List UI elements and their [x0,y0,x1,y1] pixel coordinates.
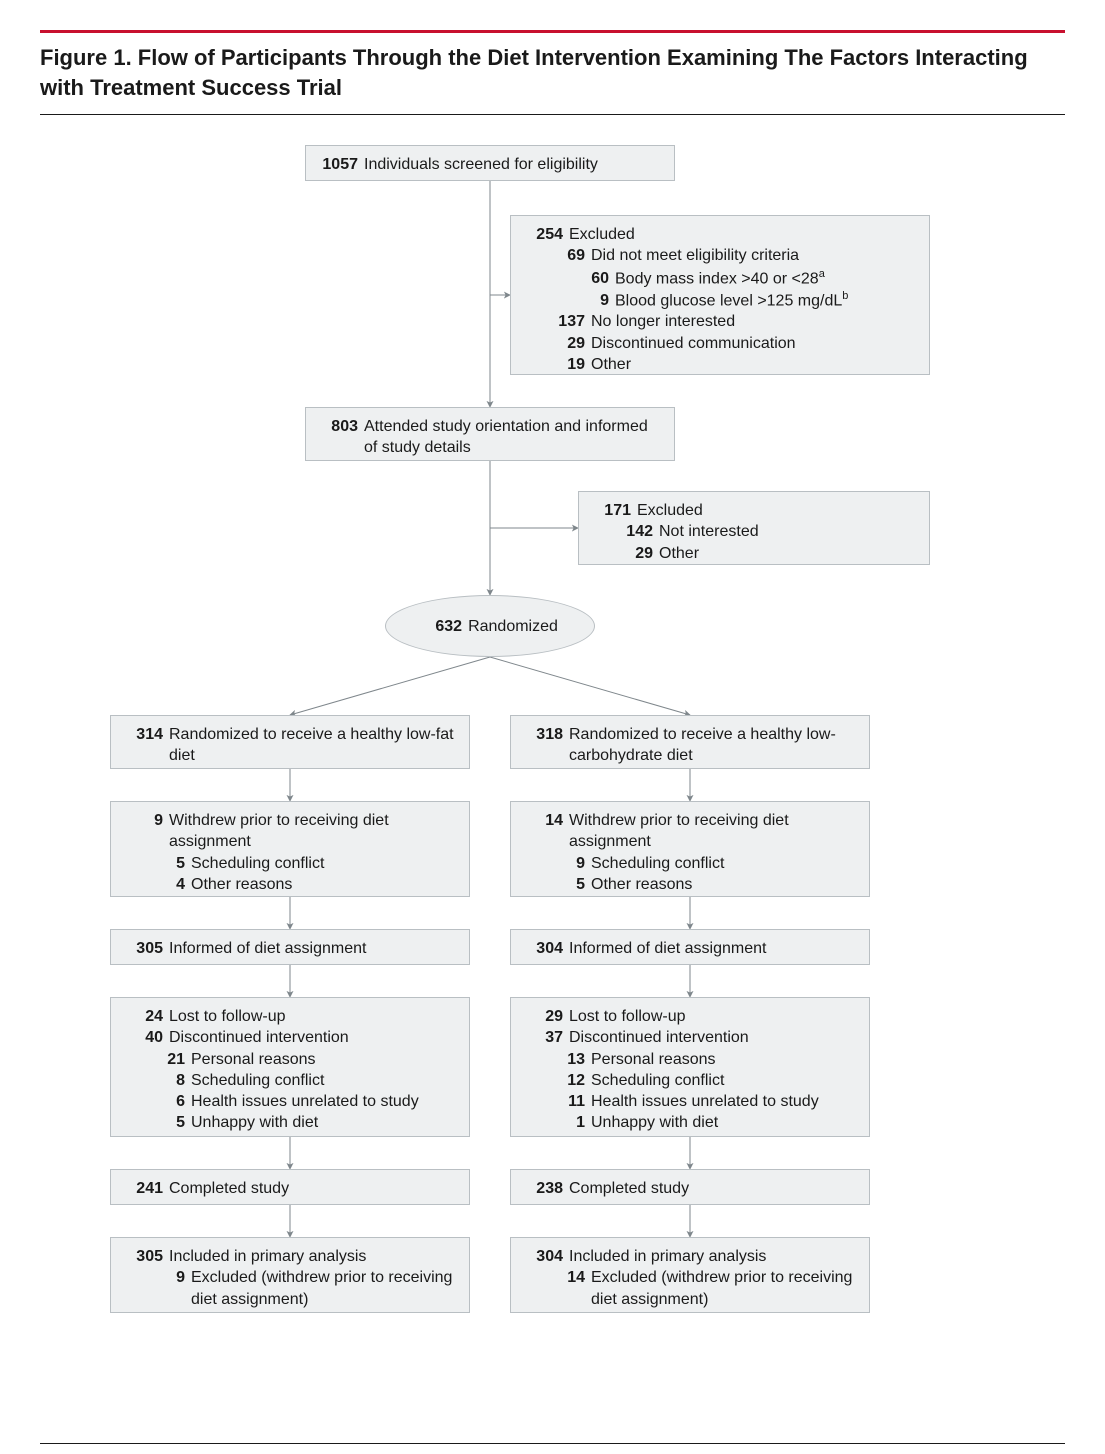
flow-node-lc_fu: 29Lost to follow-up37Discontinued interv… [510,997,870,1137]
flow-node-line: 19Other [523,354,917,375]
flow-node-lf_rand: 314Randomized to receive a healthy low-f… [110,715,470,769]
flow-node-line: 304Included in primary analysis [523,1246,857,1267]
flow-node-lf_inf: 305Informed of diet assignment [110,929,470,965]
bottom-rule [40,1443,1065,1444]
flow-node-line: 171Excluded [591,500,917,521]
figure-title: Figure 1. Flow of Participants Through t… [40,43,1065,114]
flow-node-line: 29Discontinued communication [523,333,917,354]
flow-node-line: 14Excluded (withdrew prior to receiving … [523,1267,857,1309]
flow-node-line: 241Completed study [123,1178,457,1199]
flow-node-randomized: 632Randomized [385,595,595,657]
flow-node-line: 9Scheduling conflict [523,853,857,874]
flow-node-lc_inf: 304Informed of diet assignment [510,929,870,965]
flow-node-line: 37Discontinued intervention [523,1027,857,1048]
flow-node-line: 305Informed of diet assignment [123,938,457,959]
flow-node-lf_wd: 9Withdrew prior to receiving diet assign… [110,801,470,897]
flow-node-line: 9Withdrew prior to receiving diet assign… [123,810,457,852]
flow-node-line: 803Attended study orientation and inform… [318,416,662,458]
flow-node-line: 29Other [591,543,917,564]
flow-node-screened: 1057Individuals screened for eligibility [305,145,675,181]
flow-node-lf_anl: 305Included in primary analysis9Excluded… [110,1237,470,1313]
flow-node-line: 238Completed study [523,1178,857,1199]
flow-node-line: 60Body mass index >40 or <28a [523,267,917,289]
flow-node-oriented: 803Attended study orientation and inform… [305,407,675,461]
flow-node-line: 1Unhappy with diet [523,1112,857,1133]
flow-node-line: 9Blood glucose level >125 mg/dLb [523,289,917,311]
flow-node-line: 1057Individuals screened for eligibility [318,154,662,175]
flow-node-line: 11Health issues unrelated to study [523,1091,857,1112]
flow-node-line: 40Discontinued intervention [123,1027,457,1048]
flow-node-line: 5Scheduling conflict [123,853,457,874]
flow-node-line: 6Health issues unrelated to study [123,1091,457,1112]
flow-node-line: 9Excluded (withdrew prior to receiving d… [123,1267,457,1309]
flow-node-line: 305Included in primary analysis [123,1246,457,1267]
flow-node-line: 14Withdrew prior to receiving diet assig… [523,810,857,852]
flow-node-line: 318Randomized to receive a healthy low-c… [523,724,857,766]
flow-node-lf_fu: 24Lost to follow-up40Discontinued interv… [110,997,470,1137]
flow-node-line: 5Other reasons [523,874,857,895]
flow-node-line: 5Unhappy with diet [123,1112,457,1133]
accent-rule [40,30,1065,33]
flow-node-lc_wd: 14Withdrew prior to receiving diet assig… [510,801,870,897]
flowchart-canvas: 1057Individuals screened for eligibility… [40,145,1065,1415]
flow-node-lc_anl: 304Included in primary analysis14Exclude… [510,1237,870,1313]
flow-node-line: 29Lost to follow-up [523,1006,857,1027]
flow-node-line: 314Randomized to receive a healthy low-f… [123,724,457,766]
flow-node-excl2: 171Excluded142Not interested29Other [578,491,930,565]
flow-node-line: 24Lost to follow-up [123,1006,457,1027]
flow-node-line: 304Informed of diet assignment [523,938,857,959]
flow-node-line: 137No longer interested [523,311,917,332]
flow-node-lc_rand: 318Randomized to receive a healthy low-c… [510,715,870,769]
flow-node-line: 4Other reasons [123,874,457,895]
flow-node-line: 254Excluded [523,224,917,245]
flow-node-line: 12Scheduling conflict [523,1070,857,1091]
flow-node-line: 13Personal reasons [523,1049,857,1070]
flow-node-line: 69Did not meet eligibility criteria [523,245,917,266]
title-rule [40,114,1065,115]
flow-node-line: 8Scheduling conflict [123,1070,457,1091]
flow-node-excl1: 254Excluded69Did not meet eligibility cr… [510,215,930,375]
flow-node-line: 142Not interested [591,521,917,542]
flow-node-lf_comp: 241Completed study [110,1169,470,1205]
flow-node-line: 21Personal reasons [123,1049,457,1070]
flow-node-line: 632Randomized [422,616,558,637]
flow-node-lc_comp: 238Completed study [510,1169,870,1205]
